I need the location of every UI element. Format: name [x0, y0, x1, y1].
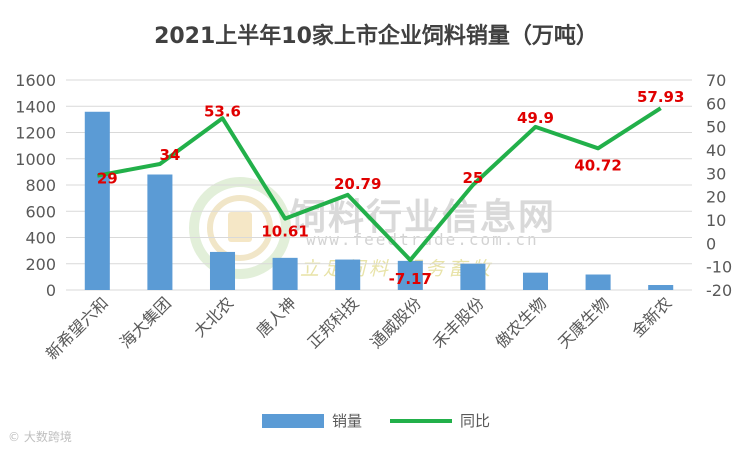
bar [585, 274, 611, 290]
data-label: 29 [97, 170, 118, 188]
data-label: 40.72 [574, 156, 621, 174]
y-left-tick-label: 1600 [15, 71, 56, 90]
line-series-yoy [96, 106, 662, 263]
data-label: 20.79 [334, 175, 381, 193]
x-tick-label: 正邦科技 [304, 293, 363, 352]
bar [648, 285, 674, 290]
y-right-tick-label: 70 [706, 71, 726, 90]
credit-label: 大数跨境 [23, 430, 72, 444]
bar [209, 251, 236, 290]
y-right-tick-label: -20 [706, 281, 732, 300]
data-label: 10.61 [261, 223, 308, 241]
y-left-tick-label: 1000 [15, 150, 56, 169]
y-right-tick-label: -10 [706, 258, 732, 277]
y-right-tick-label: 30 [706, 164, 726, 183]
x-tick-label: 天康生物 [554, 293, 613, 352]
data-label: -7.17 [389, 270, 432, 288]
y-left-tick-label: 1400 [15, 97, 56, 116]
y-left-tick-label: 1200 [15, 124, 56, 143]
bar [335, 259, 361, 290]
x-tick-label: 傲农生物 [492, 293, 551, 352]
credit-icon: © [8, 430, 20, 444]
bar [147, 174, 173, 290]
bar [397, 260, 423, 290]
credit-text: © 大数跨境 [8, 428, 72, 445]
legend-swatch-sales [261, 413, 324, 428]
data-label: 25 [462, 169, 483, 187]
legend-label-sales: 销量 [331, 412, 362, 430]
y-left-tick-label: 0 [46, 281, 56, 300]
legend: 销量 同比 [0, 410, 752, 431]
x-tick-label: 唐人神 [253, 293, 300, 340]
bar [522, 272, 549, 290]
y-right-tick-label: 40 [706, 141, 726, 160]
y-right-tick-label: 10 [706, 211, 726, 230]
y-left-tick-label: 600 [25, 202, 56, 221]
legend-item-yoy: 同比 [390, 410, 490, 431]
y-right-tick-label: 0 [706, 234, 716, 253]
y-right-tick-label: 60 [706, 94, 726, 113]
data-label: 34 [159, 146, 180, 164]
data-label: 53.6 [204, 102, 241, 120]
x-tick-label: 禾丰股份 [429, 293, 488, 352]
chart-title: 2021上半年10家上市企业饲料销量（万吨） [154, 24, 598, 49]
legend-item-sales: 销量 [261, 410, 362, 431]
legend-swatch-yoy [390, 418, 452, 423]
x-tick-label: 海大集团 [116, 293, 175, 352]
data-label: 49.9 [517, 109, 554, 127]
watermark-name: 饲料行业信息网 [290, 197, 557, 238]
data-label: 57.93 [637, 88, 684, 106]
bar [272, 257, 298, 290]
y-right-tick-label: 20 [706, 188, 726, 207]
bar [460, 263, 486, 290]
y-right-tick-label: 50 [706, 118, 726, 137]
y-left-tick-label: 800 [25, 176, 56, 195]
watermark-url: www.feedtrade.com.cn [306, 230, 539, 249]
bar [84, 111, 110, 290]
y-left-tick-label: 400 [25, 229, 56, 248]
legend-label-yoy: 同比 [460, 412, 491, 430]
x-tick-label: 新希望六和 [42, 293, 112, 363]
y-left-tick-label: 200 [25, 255, 56, 274]
x-tick-label: 通威股份 [366, 293, 425, 352]
x-tick-label: 金新农 [628, 293, 675, 340]
x-tick-label: 大北农 [190, 293, 237, 340]
